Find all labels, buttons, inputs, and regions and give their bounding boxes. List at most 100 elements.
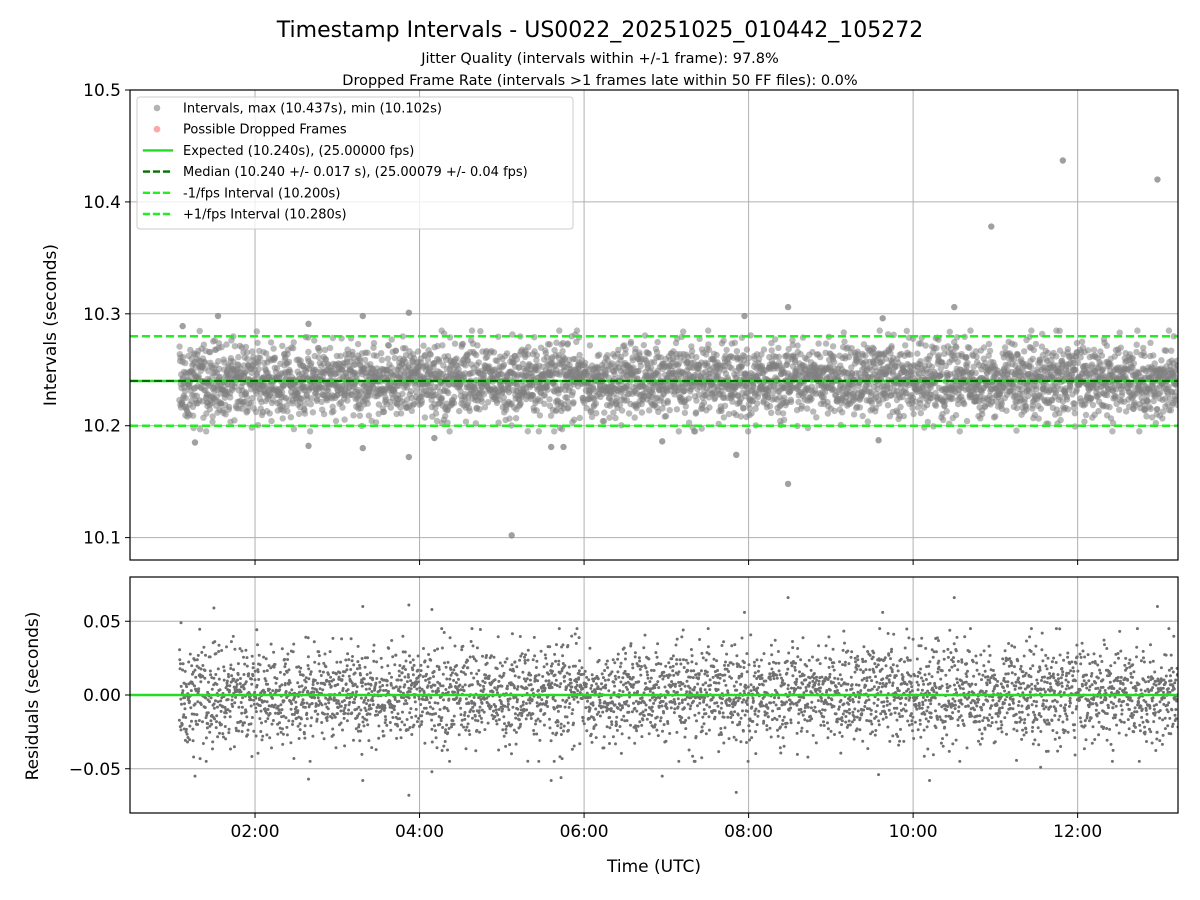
residual-point [180, 722, 184, 726]
residual-point [322, 661, 326, 665]
residual-point [237, 729, 241, 733]
interval-point [655, 372, 662, 379]
residual-point [317, 699, 321, 703]
interval-point [954, 358, 961, 365]
interval-point [462, 362, 469, 369]
interval-point [207, 348, 214, 356]
interval-point [798, 402, 806, 410]
interval-point [612, 414, 619, 422]
residual-point [206, 711, 210, 715]
residual-point [304, 676, 308, 680]
interval-point [752, 405, 759, 412]
interval-point [1027, 363, 1035, 371]
interval-points [176, 157, 1178, 539]
interval-point [450, 399, 458, 407]
interval-point [238, 405, 246, 412]
interval-point [1036, 359, 1044, 366]
interval-point [1035, 415, 1042, 422]
interval-point [268, 417, 275, 425]
residual-point [185, 732, 189, 736]
interval-point [536, 412, 544, 419]
interval-point [1147, 405, 1154, 412]
interval-point [824, 410, 832, 417]
interval-point [693, 397, 700, 404]
interval-point [738, 361, 745, 369]
interval-point [227, 394, 234, 401]
residual-point [286, 652, 290, 656]
chart-title: Timestamp Intervals - US0022_20251025_01… [276, 18, 923, 43]
interval-point [182, 394, 189, 402]
residual-point [231, 705, 235, 708]
residual-point [191, 727, 195, 731]
interval-point [664, 399, 671, 406]
residual-point [289, 741, 293, 745]
interval-point [474, 342, 481, 349]
interval-point [859, 412, 866, 420]
residual-point [254, 734, 258, 738]
residual-point [181, 668, 185, 672]
interval-point [622, 346, 629, 353]
interval-outlier-point-13 [659, 438, 666, 445]
interval-point [1103, 342, 1111, 349]
residual-point [195, 658, 199, 662]
interval-point [407, 388, 415, 395]
interval-point [720, 414, 727, 421]
residual-point [250, 716, 254, 719]
residual-point [181, 662, 185, 666]
residual-point [214, 726, 218, 730]
interval-point [495, 419, 502, 426]
legend-label-0: Intervals, max (10.437s), min (10.102s) [183, 102, 442, 117]
interval-point [318, 398, 325, 405]
interval-point [830, 353, 837, 360]
residual-point [187, 660, 191, 664]
residual-point [184, 682, 188, 686]
interval-point [243, 349, 251, 356]
interval-point [1140, 344, 1147, 352]
residual-point [283, 665, 287, 669]
residual-point [264, 719, 268, 723]
residual-point [244, 710, 248, 714]
residual-point [278, 721, 281, 725]
residual-point [305, 717, 309, 721]
interval-point [907, 351, 914, 358]
residual-point [197, 719, 201, 722]
interval-point [1053, 353, 1060, 360]
residual-point [215, 705, 219, 709]
residual-point [260, 721, 263, 725]
interval-outlier-point-19 [879, 315, 886, 322]
interval-point [600, 417, 608, 425]
residual-point [291, 723, 294, 726]
residual-point [177, 718, 181, 722]
residual-point [203, 706, 207, 709]
residual-point [262, 669, 266, 673]
interval-point [270, 345, 277, 352]
interval-point [573, 327, 581, 334]
residual-point [252, 729, 256, 733]
residual-point [203, 676, 207, 680]
interval-point [963, 417, 971, 425]
residual-point [312, 640, 316, 644]
residual-point [221, 732, 225, 736]
residual-point [217, 650, 221, 653]
interval-point [955, 400, 962, 408]
residual-point [279, 730, 283, 734]
interval-point [408, 407, 415, 415]
residual-point [235, 683, 239, 686]
residual-point [217, 677, 221, 681]
interval-point [953, 344, 960, 351]
interval-point [356, 412, 363, 419]
residual-point [238, 682, 242, 686]
residual-point [231, 634, 235, 638]
residual-point [217, 643, 221, 647]
residual-point [219, 709, 223, 713]
residual-point [297, 737, 301, 740]
interval-outlier-point-12 [560, 443, 567, 451]
interval-point [253, 328, 260, 335]
residual-point [275, 677, 279, 681]
interval-point [1011, 356, 1018, 363]
interval-point [541, 391, 548, 399]
residual-point [309, 724, 313, 728]
interval-point [203, 428, 210, 435]
residual-point [184, 730, 188, 734]
interval-point [964, 359, 971, 367]
